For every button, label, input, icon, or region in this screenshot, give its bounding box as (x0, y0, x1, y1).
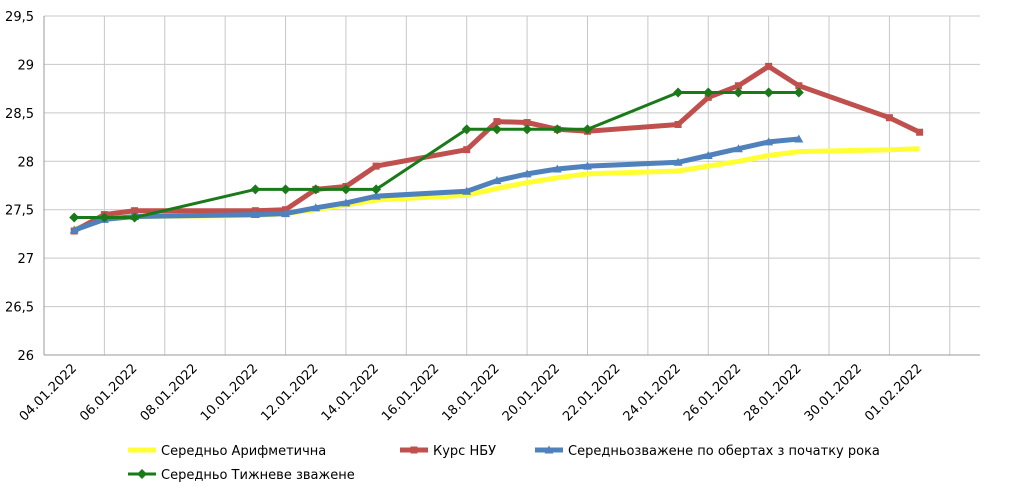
triangle-marker (673, 157, 683, 166)
axes (43, 16, 980, 356)
triangle-marker (462, 186, 472, 195)
diamond-marker (491, 124, 502, 135)
legend: Середньо Арифметична Курс НБУ Середньозваж… (128, 444, 880, 483)
diamond-marker (371, 184, 382, 195)
x-tick-label: 08.01.2022 (138, 361, 201, 424)
square-marker (674, 120, 682, 128)
series-line (73, 63, 921, 234)
y-tick-label: 29,5 (5, 10, 34, 25)
square-marker (410, 446, 418, 454)
square-marker (463, 146, 471, 154)
diamond-marker (340, 184, 351, 195)
y-tick-label: 28,5 (5, 107, 34, 122)
square-marker (493, 118, 501, 126)
diamond-marker (280, 184, 291, 195)
x-tick-label: 28.01.2022 (741, 361, 804, 424)
series-2 (69, 134, 804, 234)
x-tick-label: 22.01.2022 (560, 361, 623, 424)
y-tick-label: 28 (17, 155, 34, 170)
x-tick-label: 04.01.2022 (17, 361, 80, 424)
square-marker (916, 128, 924, 136)
diamond-marker (522, 124, 533, 135)
triangle-marker (311, 203, 321, 212)
y-tick-label: 29 (17, 58, 34, 73)
x-tick-label: 14.01.2022 (319, 361, 382, 424)
x-tick-label: 26.01.2022 (681, 361, 744, 424)
diamond-marker (763, 87, 774, 98)
series-line (73, 136, 800, 233)
x-tick-label: 24.01.2022 (621, 361, 684, 424)
triangle-marker (733, 144, 743, 153)
diamond-marker (582, 124, 593, 135)
triangle-marker (582, 161, 592, 170)
triangle-marker (764, 137, 774, 146)
legend-label: Курс НБУ (433, 444, 496, 459)
x-axis-ticks: 04.01.202206.01.202208.01.202210.01.2022… (17, 361, 926, 424)
triangle-marker (69, 225, 79, 234)
diamond-marker (703, 87, 714, 98)
x-tick-label: 10.01.2022 (198, 361, 261, 424)
y-tick-label: 27,5 (5, 204, 34, 219)
diamond-marker (69, 212, 80, 223)
triangle-marker (552, 164, 562, 173)
triangle-marker (522, 169, 532, 178)
x-tick-label: 01.02.2022 (862, 361, 925, 424)
diamond-marker (310, 184, 321, 195)
square-marker (795, 82, 803, 90)
x-tick-label: 30.01.2022 (802, 361, 865, 424)
square-marker (765, 62, 773, 70)
diamond-marker (673, 87, 684, 98)
y-tick-label: 27 (17, 252, 34, 267)
x-tick-label: 20.01.2022 (500, 361, 563, 424)
x-tick-label: 16.01.2022 (379, 361, 442, 424)
legend-item: Курс НБУ (400, 444, 496, 459)
triangle-marker (492, 176, 502, 185)
square-marker (131, 207, 139, 215)
series-1 (70, 62, 924, 235)
legend-label: Середньозважене по обертах з початку рок… (568, 444, 880, 459)
x-tick-label: 12.01.2022 (258, 361, 321, 424)
series-3 (69, 87, 804, 223)
triangle-marker (703, 150, 713, 159)
y-tick-label: 26 (17, 349, 34, 364)
series-line (74, 91, 799, 219)
series-group (69, 62, 924, 235)
legend-label: Середньо Тижневе зважене (161, 468, 355, 483)
y-tick-label: 26,5 (5, 301, 34, 316)
square-marker (734, 82, 742, 90)
triangle-marker (794, 134, 804, 143)
square-marker (523, 119, 531, 127)
diamond-marker (461, 124, 472, 135)
diamond-marker (793, 87, 804, 98)
square-marker (885, 114, 893, 122)
x-tick-label: 06.01.2022 (77, 361, 140, 424)
diamond-marker (552, 124, 563, 135)
diamond-marker (137, 469, 147, 479)
triangle-marker (341, 198, 351, 207)
legend-item: Середньо Арифметична (128, 444, 326, 459)
triangle-marker (544, 445, 554, 454)
x-tick-label: 18.01.2022 (439, 361, 502, 424)
square-marker (372, 162, 380, 170)
legend-item: Середньо Тижневе зважене (128, 468, 355, 483)
legend-label: Середньо Арифметична (161, 444, 326, 459)
triangle-marker (371, 191, 381, 200)
diamond-marker (99, 212, 110, 223)
y-axis-ticks: 26 26,5 27 27,5 28 28,5 29 29,5 (5, 10, 34, 364)
legend-item: Середньозважене по обертах з початку рок… (535, 444, 880, 459)
triangle-marker (281, 209, 291, 218)
triangle-marker (250, 210, 260, 219)
diamond-marker (129, 212, 140, 223)
diamond-marker (250, 184, 261, 195)
diamond-marker (733, 87, 744, 98)
